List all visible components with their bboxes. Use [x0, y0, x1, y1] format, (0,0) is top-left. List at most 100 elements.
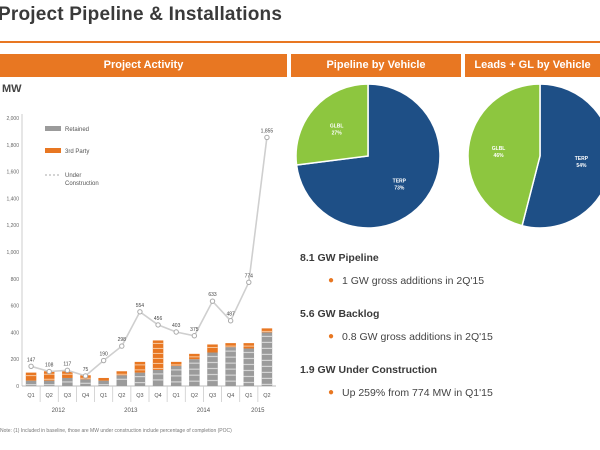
pie-slice-pct: 46%	[494, 153, 505, 159]
under-construction-point	[119, 343, 125, 349]
data-label: 554	[136, 303, 145, 309]
data-label: 147	[27, 357, 36, 363]
data-label: 190	[99, 352, 108, 358]
legend-third-party-label: 3rd Party	[65, 149, 89, 155]
metric-pipeline-bullet: ● 1 GW gross additions in 2Q'15	[328, 275, 600, 288]
retained-bar	[98, 380, 109, 386]
x-tick-label: Q2	[118, 393, 125, 399]
third-party-bar	[25, 372, 37, 381]
x-tick-label: Q1	[100, 393, 107, 399]
legend-under-construction-label-line1: Under	[65, 173, 81, 179]
y-tick-label: 1,400	[6, 196, 19, 202]
pie-slice-glbl	[295, 84, 369, 166]
x-tick-label: Q1	[173, 393, 180, 399]
y-tick-label: 400	[11, 330, 20, 336]
x-tick-label: Q4	[227, 393, 234, 399]
data-label: 375	[190, 327, 199, 333]
x-tick-label: Q2	[263, 393, 270, 399]
y-tick-label: 1,000	[6, 250, 19, 256]
year-label: 2015	[251, 408, 265, 414]
retained-bar	[134, 372, 146, 386]
pie-slice-pct: 27%	[332, 130, 343, 136]
x-tick-label: Q3	[209, 393, 216, 399]
retained-bar	[243, 348, 255, 386]
under-construction-line	[30, 137, 268, 377]
title-underline	[0, 41, 600, 43]
x-tick-label: Q1	[27, 393, 34, 399]
metric-backlog-bullet: ● 0.8 GW gross additions in 2Q'15	[328, 331, 600, 344]
under-construction-point	[100, 357, 107, 364]
metric-construction-head: 1.9 GW Under Construction	[300, 364, 438, 376]
year-label: 2012	[52, 408, 66, 414]
y-axis-unit: MW	[2, 83, 22, 95]
metric-backlog-text: 0.8 GW gross additions in 2Q'15	[342, 331, 493, 343]
retained-bar	[43, 380, 55, 386]
third-party-bar	[261, 328, 273, 333]
pie-slice-label: TERP	[393, 179, 407, 185]
metric-construction-bullet: ● Up 259% from 774 MW in Q1'15	[328, 387, 600, 400]
third-party-bar	[207, 344, 218, 353]
bullet-icon: ●	[328, 275, 335, 286]
project-activity-chart: MW 0 200 400 600 800 1,000 1,200 1,400 1,600 1,800…	[2, 83, 276, 414]
under-construction-point	[264, 134, 270, 141]
under-construction-point	[155, 322, 161, 328]
page-title: Project Pipeline & Installations	[0, 4, 283, 25]
y-tick-label: 800	[11, 277, 20, 283]
pipeline-by-vehicle-header: Pipeline by Vehicle	[291, 54, 461, 77]
retained-bar	[116, 375, 128, 386]
x-tick-label: Q1	[245, 393, 252, 399]
data-label: 1,855	[261, 128, 274, 134]
retained-bar	[25, 380, 37, 386]
pie-slice-label: GLBL	[330, 123, 344, 129]
x-tick-label: Q4	[82, 393, 89, 399]
y-tick-label: 600	[11, 304, 20, 310]
legend-retained-label: Retained	[65, 127, 89, 133]
data-label: 75	[83, 367, 89, 373]
bullet-icon: ●	[328, 331, 335, 342]
under-construction-point	[64, 367, 71, 374]
retained-bar	[80, 379, 91, 386]
pie-slice-terp	[521, 84, 600, 229]
third-party-bar	[170, 361, 182, 366]
data-label: 403	[172, 323, 181, 329]
third-party-bar	[116, 371, 128, 376]
under-construction-point	[82, 373, 89, 379]
under-construction-point	[246, 279, 252, 285]
data-label: 487	[226, 312, 235, 318]
y-tick-label: 200	[11, 357, 20, 363]
year-label: 2014	[197, 408, 211, 414]
year-label: 2013	[124, 408, 138, 414]
data-label: 117	[63, 361, 71, 367]
under-construction-point	[173, 329, 179, 335]
legend-third-party-swatch	[45, 148, 61, 153]
under-construction-point	[137, 309, 143, 315]
metric-pipeline-text: 1 GW gross additions in 2Q'15	[342, 275, 485, 287]
y-tick-label: 1,800	[6, 143, 19, 149]
retained-bar	[152, 369, 164, 386]
pie-slice-pct: 73%	[394, 186, 405, 192]
third-party-bar	[43, 371, 55, 381]
legend-retained-swatch	[45, 126, 61, 131]
pie-slice-glbl	[467, 84, 541, 227]
y-tick-label: 2,000	[6, 116, 19, 122]
x-tick-label: Q3	[64, 393, 71, 399]
under-construction-point	[28, 363, 34, 370]
leads-gl-by-vehicle-header: Leads + GL by Vehicle	[465, 54, 600, 77]
retained-bar	[207, 352, 218, 386]
bullet-icon: ●	[328, 387, 335, 398]
under-construction-point	[227, 318, 234, 324]
under-construction-point	[191, 333, 198, 339]
third-party-bar	[152, 340, 164, 370]
pie-slice-pct: 54%	[576, 163, 587, 169]
under-construction-point	[209, 298, 216, 304]
metric-pipeline-head: 8.1 GW Pipeline	[300, 252, 379, 264]
retained-bar	[261, 332, 273, 386]
third-party-bar	[225, 343, 236, 348]
x-tick-label: Q2	[191, 393, 198, 399]
data-label: 298	[118, 337, 127, 343]
project-activity-header: Project Activity	[0, 54, 287, 77]
x-tick-label: Q4	[154, 393, 161, 399]
third-party-bar	[98, 377, 109, 381]
third-party-bar	[134, 361, 146, 373]
